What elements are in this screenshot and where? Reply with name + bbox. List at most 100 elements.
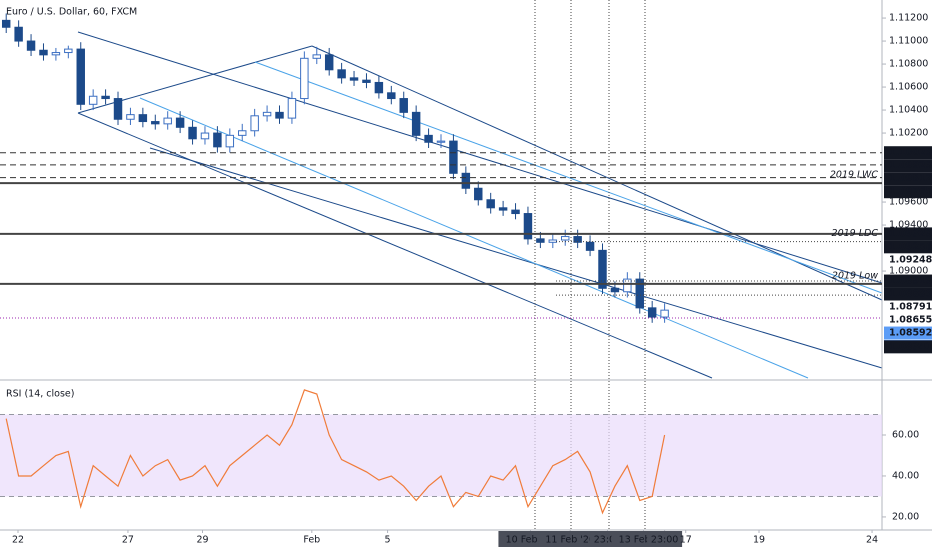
- candle-body: [349, 77, 359, 81]
- level-label: 1.08889: [889, 289, 932, 300]
- x-tick-label: 10 Feb '20: [506, 535, 556, 546]
- candle-body: [138, 114, 148, 123]
- x-tick-label: 13 Feb '20: [619, 535, 669, 546]
- candle-body: [362, 79, 371, 83]
- candle-body: [26, 40, 36, 51]
- candle-body: [175, 117, 185, 128]
- candle-body: [1, 19, 11, 28]
- candle-body: [511, 209, 520, 215]
- candle-body: [213, 132, 222, 148]
- y-tick-label: 1.11000: [889, 36, 928, 47]
- candle-body: [300, 57, 309, 100]
- candle-body: [387, 92, 396, 100]
- x-tick-label: 23:00: [594, 535, 621, 546]
- level-label-box: [884, 313, 932, 327]
- candle-body: [399, 98, 408, 113]
- rsi-band: [0, 414, 882, 497]
- y-tick-label: 1.10200: [889, 128, 928, 139]
- candle-body: [275, 111, 284, 119]
- candle-body: [498, 207, 508, 211]
- level-note: 2019 Low: [832, 270, 878, 281]
- level-label: 1.10029: [889, 147, 932, 158]
- candle-body: [623, 278, 632, 293]
- x-tick-box: [647, 531, 683, 547]
- level-note: 2019 LWC: [830, 170, 878, 181]
- candle-body: [113, 98, 123, 120]
- level-label: 1.08913: [889, 276, 932, 287]
- candle-body: [647, 307, 657, 318]
- candle-body: [598, 249, 607, 289]
- y-tick-label: 1.10400: [889, 105, 928, 116]
- level-label: 1.09812: [889, 173, 932, 184]
- candle-body: [337, 69, 346, 79]
- rsi-line: [5, 389, 666, 515]
- candle-body: [436, 140, 446, 143]
- pitchfork-warning: [139, 97, 809, 379]
- x-tick-label: 11 Feb '20: [545, 535, 595, 546]
- level-label-box: [884, 159, 932, 173]
- level-label: 1.09923: [889, 160, 932, 171]
- x-tick-label: Feb: [303, 535, 320, 546]
- level-label: 1.09248: [889, 254, 932, 265]
- x-tick-label: 23:00: [651, 535, 678, 546]
- candle-body: [238, 130, 247, 136]
- y-tick-label: 1.09600: [889, 197, 928, 208]
- level-label: 1.09256: [889, 241, 932, 252]
- candle-body: [374, 81, 384, 94]
- level-label: 1.08341: [889, 341, 932, 352]
- x-tick-box: [538, 531, 603, 547]
- candle-body: [424, 134, 433, 143]
- candle-body: [250, 115, 259, 132]
- level-label-box: [884, 185, 932, 199]
- pitchfork-warning: [254, 61, 883, 294]
- x-tick-label: 17: [680, 535, 692, 546]
- level-label-box: [884, 146, 932, 160]
- level-label-box: [884, 227, 932, 241]
- level-label-box: [884, 253, 932, 267]
- candle-body: [449, 140, 458, 174]
- y-tick-label: 1.09000: [889, 266, 928, 277]
- candle-body: [101, 95, 110, 100]
- candle-body: [486, 199, 495, 209]
- candle-body: [312, 54, 322, 59]
- level-label: 1.08592: [889, 328, 932, 339]
- level-label-box: [884, 340, 932, 354]
- level-label: 1.09765: [889, 186, 932, 197]
- level-note: 2019 LDC: [832, 228, 879, 239]
- level-label-box: [884, 300, 932, 314]
- y-tick-label: 40.00: [892, 470, 919, 481]
- candle-body: [151, 121, 160, 125]
- rsi-title: RSI (14, close): [6, 389, 74, 400]
- chart-title: Euro / U.S. Dollar, 60, FXCM: [6, 7, 137, 18]
- pitchfork-inner: [149, 147, 883, 369]
- candle-body: [461, 172, 471, 189]
- level-label: 1.09323: [889, 228, 932, 239]
- x-tick-label: 27: [122, 535, 134, 546]
- pitchfork-lower: [77, 112, 713, 379]
- candle-body: [474, 187, 483, 201]
- level-label: 1.08791: [889, 302, 932, 313]
- candle-body: [188, 126, 197, 140]
- candle-body: [411, 111, 421, 136]
- level-label-box: [884, 326, 932, 340]
- candle-body: [51, 52, 61, 56]
- candle-body: [225, 134, 235, 148]
- x-tick-label: 22: [12, 535, 24, 546]
- level-label-box: [884, 240, 932, 254]
- y-tick-label: 20.00: [892, 511, 919, 522]
- candle-body: [262, 111, 272, 117]
- x-tick-label: 19: [753, 535, 765, 546]
- candle-body: [324, 54, 334, 71]
- candle-body: [548, 239, 558, 243]
- candle-body: [39, 49, 48, 56]
- candle-body: [635, 278, 644, 309]
- x-tick-label: 29: [196, 535, 208, 546]
- y-tick-label: 60.00: [892, 429, 919, 440]
- candle-body: [560, 236, 570, 241]
- y-tick-label: 1.09400: [889, 220, 928, 231]
- candle-body: [88, 95, 98, 105]
- x-tick-label: 5: [385, 535, 391, 546]
- y-tick-label: 1.10600: [889, 82, 928, 93]
